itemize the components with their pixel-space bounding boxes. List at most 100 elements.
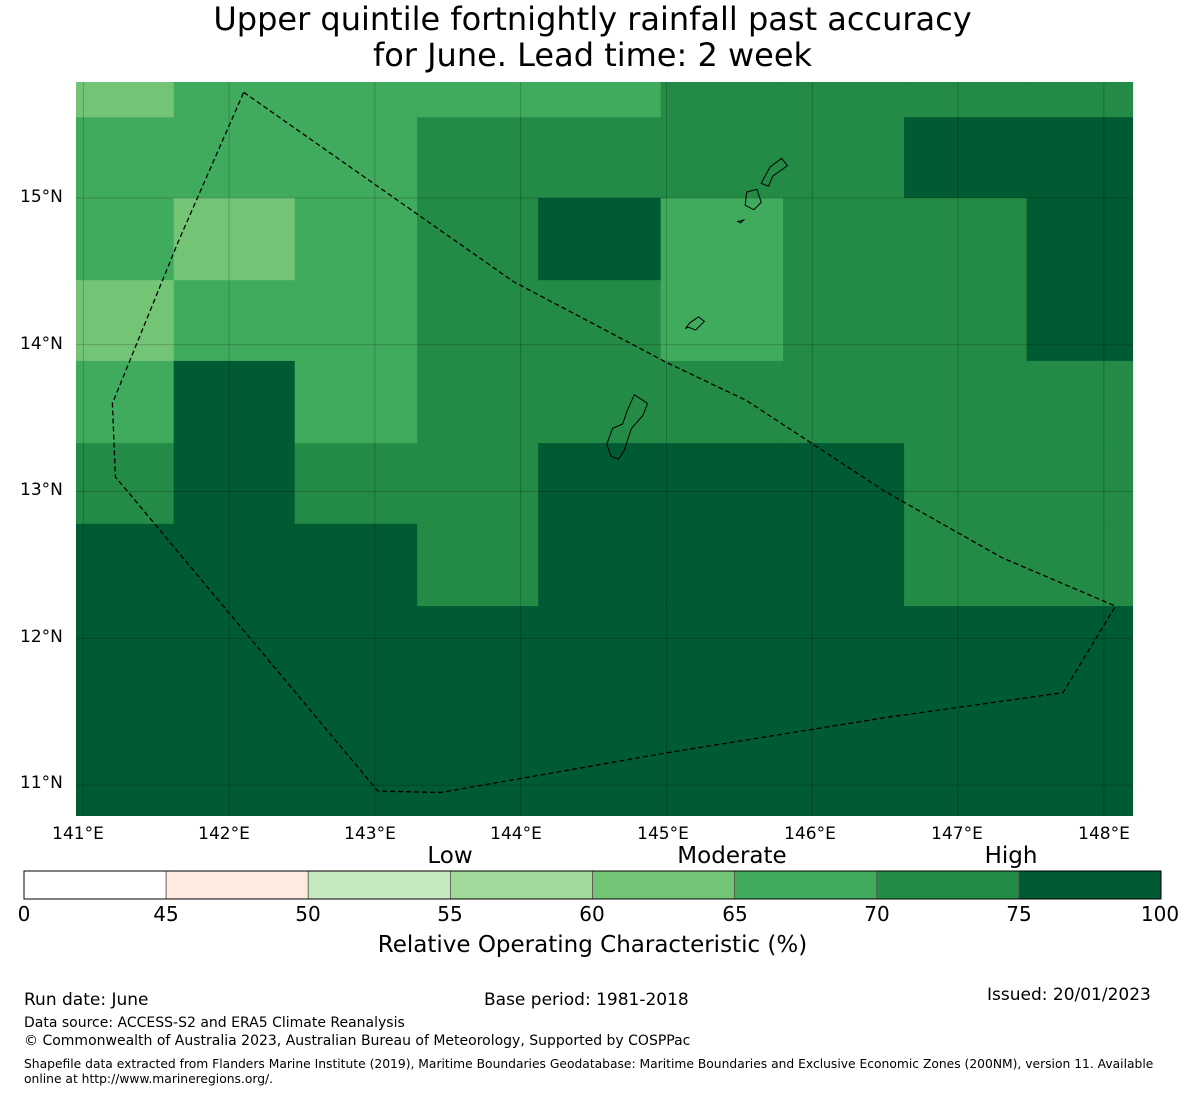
lon-label-142e: 142°E <box>198 824 250 844</box>
colorbar-segment <box>1018 870 1162 900</box>
grid-cell <box>538 280 662 362</box>
grid-cell <box>294 360 418 444</box>
grid-cell <box>76 443 175 525</box>
grid-cell <box>538 606 662 816</box>
grid-cell <box>76 197 175 281</box>
grid-cell <box>538 117 662 199</box>
grid-cell <box>417 360 539 444</box>
rainfall-accuracy-map <box>76 82 1133 816</box>
grid-cell <box>294 606 418 816</box>
grid-cell <box>76 360 175 444</box>
colorbar-tick-55: 55 <box>437 902 463 926</box>
grid-cell <box>76 117 175 199</box>
grid-cell <box>660 606 784 816</box>
grid-cell <box>76 82 175 118</box>
grid-cell <box>1026 523 1133 607</box>
category-low: Low <box>427 843 473 869</box>
lon-label-147e: 147°E <box>931 824 983 844</box>
lon-label-144e: 144°E <box>490 824 542 844</box>
grid-cell <box>173 197 296 281</box>
colorbar-segment <box>165 870 309 900</box>
colorbar-tick-75: 75 <box>1006 902 1032 926</box>
grid-cell <box>904 606 1028 816</box>
lat-label-15n: 15°N <box>20 187 63 207</box>
copyright-notice: © Commonwealth of Australia 2023, Austra… <box>24 1033 691 1049</box>
grid-cell <box>660 523 784 607</box>
colorbar-tick-60: 60 <box>579 902 605 926</box>
colorbar-title: Relative Operating Characteristic (%) <box>377 932 808 958</box>
grid-cell <box>294 523 418 607</box>
colorbar-tick-70: 70 <box>864 902 890 926</box>
grid-cell <box>1026 606 1133 816</box>
colorbar-segment <box>307 870 451 900</box>
grid-cell <box>904 523 1028 607</box>
island-outline <box>760 157 789 187</box>
grid-cell <box>173 606 296 816</box>
map-title-line-2: for June. Lead time: 2 week <box>372 36 813 74</box>
grid-cell <box>783 443 905 525</box>
grid-cell <box>660 117 784 199</box>
lat-label-12n: 12°N <box>20 627 63 647</box>
island-outline <box>736 219 746 224</box>
grid-cell <box>1026 117 1133 199</box>
grid-cell <box>173 443 296 525</box>
eez-boundary-line <box>111 91 1117 794</box>
lat-label-13n: 13°N <box>20 480 63 500</box>
colorbar-segment <box>23 870 167 900</box>
grid-cell <box>1026 443 1133 525</box>
grid-cell <box>417 280 539 362</box>
island-outline <box>606 393 649 460</box>
grid-cell <box>660 360 784 444</box>
grid-cell <box>904 280 1028 362</box>
colorbar-frame <box>23 870 1162 900</box>
lon-label-148e: 148°E <box>1078 824 1130 844</box>
grid-cell <box>904 82 1028 118</box>
grid-cell <box>660 197 784 281</box>
colorbar-tick-50: 50 <box>295 902 321 926</box>
grid-cell <box>294 443 418 525</box>
lat-label-14n: 14°N <box>20 334 63 354</box>
lon-label-141e: 141°E <box>52 824 104 844</box>
grid-cell <box>783 280 905 362</box>
island-coastlines <box>606 157 789 460</box>
grid-cell <box>1026 360 1133 444</box>
grid-cell <box>417 606 539 816</box>
island-outline <box>685 316 706 331</box>
grid-cell <box>417 443 539 525</box>
shapefile-credit: Shapefile data extracted from Flanders M… <box>24 1057 1154 1086</box>
lon-label-145e: 145°E <box>637 824 689 844</box>
lon-label-146e: 146°E <box>784 824 836 844</box>
grid-cell <box>417 523 539 607</box>
grid-cell <box>783 197 905 281</box>
accuracy-grid-cells <box>76 82 1133 816</box>
grid-cell <box>904 117 1028 199</box>
grid-cell <box>783 360 905 444</box>
map-title-line-1: Upper quintile fortnightly rainfall past… <box>213 0 972 38</box>
grid-cell <box>417 82 539 118</box>
grid-cell <box>76 606 175 816</box>
colorbar-segment <box>876 870 1020 900</box>
grid-cell <box>173 360 296 444</box>
grid-cell <box>783 606 905 816</box>
grid-cell <box>173 280 296 362</box>
lat-lon-gridlines <box>76 82 1133 816</box>
colorbar-tick-100: 100 <box>1140 902 1180 926</box>
colorbar-segment <box>734 870 878 900</box>
category-moderate: Moderate <box>677 843 787 869</box>
grid-cell <box>76 280 175 362</box>
colorbar-tick-45: 45 <box>153 902 179 926</box>
category-high: High <box>984 843 1038 869</box>
grid-cell <box>538 360 662 444</box>
grid-cell <box>1026 280 1133 362</box>
grid-cell <box>1026 82 1133 118</box>
colorbar-segment <box>592 870 736 900</box>
colorbar <box>23 870 1162 900</box>
grid-cell <box>783 82 905 118</box>
grid-cell <box>294 117 418 199</box>
grid-cell <box>294 280 418 362</box>
issued-date: Issued: 20/01/2023 <box>987 985 1151 1005</box>
grid-cell <box>173 82 296 118</box>
grid-cell <box>1026 197 1133 281</box>
grid-cell <box>660 443 784 525</box>
colorbar-tick-65: 65 <box>722 902 748 926</box>
